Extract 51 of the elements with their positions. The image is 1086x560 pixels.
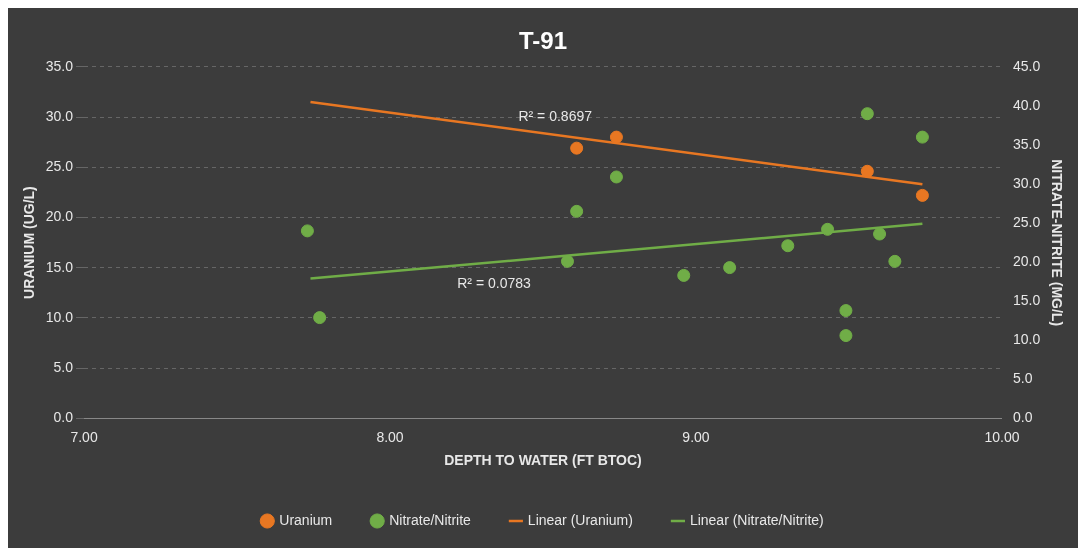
point (860, 164, 874, 178)
point (570, 204, 584, 218)
x-axis-title: DEPTH TO WATER (FT BTOC) (444, 452, 642, 469)
y-tick-label: 35.0 (45, 57, 74, 74)
y-tick-label: 5.0 (53, 359, 74, 376)
y2-tick-label: 10.0 (1012, 331, 1041, 348)
y-axis-title: URANIUM (UG/L) (21, 186, 38, 299)
point (609, 170, 623, 184)
y-tick-label: 15.0 (45, 258, 74, 275)
y2-tick-label: 40.0 (1012, 96, 1041, 113)
point (915, 130, 929, 144)
point (560, 254, 574, 268)
x-tick-label: 8.00 (376, 428, 404, 445)
annotation: R² = 0.8697 (518, 107, 593, 124)
y2-axis-title: NITRATE-NITRITE (MG/L) (1048, 159, 1065, 327)
point (839, 304, 853, 318)
legend-label: Linear (Uranium) (527, 511, 633, 528)
y2-tick-label: 15.0 (1012, 292, 1041, 309)
y-tick-label: 25.0 (45, 158, 74, 175)
y2-tick-label: 25.0 (1012, 213, 1041, 230)
y2-tick-label: 20.0 (1012, 252, 1041, 269)
y2-tick-label: 35.0 (1012, 135, 1041, 152)
legend-label: Nitrate/Nitrite (389, 511, 472, 528)
x-tick-label: 7.00 (70, 428, 98, 445)
point (915, 188, 929, 202)
point (723, 261, 737, 275)
chart-title: T-91 (518, 27, 568, 55)
legend-label: Uranium (279, 511, 333, 528)
y2-tick-label: 45.0 (1012, 57, 1041, 74)
y2-tick-label: 0.0 (1012, 409, 1033, 426)
point (609, 130, 623, 144)
point (888, 254, 902, 268)
point (781, 239, 795, 253)
y2-tick-label: 5.0 (1012, 370, 1033, 387)
y-tick-label: 30.0 (45, 107, 74, 124)
point (677, 268, 691, 282)
point (570, 141, 584, 155)
point (860, 107, 874, 121)
point (873, 227, 887, 241)
point (839, 329, 853, 343)
y-tick-label: 20.0 (45, 208, 74, 225)
x-tick-label: 10.00 (984, 428, 1020, 445)
legend-label: Linear (Nitrate/Nitrite) (689, 511, 824, 528)
point (300, 224, 314, 238)
y2-tick-label: 30.0 (1012, 174, 1041, 191)
x-tick-label: 9.00 (682, 428, 710, 445)
y-tick-label: 0.0 (53, 409, 74, 426)
y-tick-label: 10.0 (45, 308, 74, 325)
annotation: R² = 0.0783 (457, 274, 532, 291)
point (821, 222, 835, 236)
point (313, 311, 327, 325)
